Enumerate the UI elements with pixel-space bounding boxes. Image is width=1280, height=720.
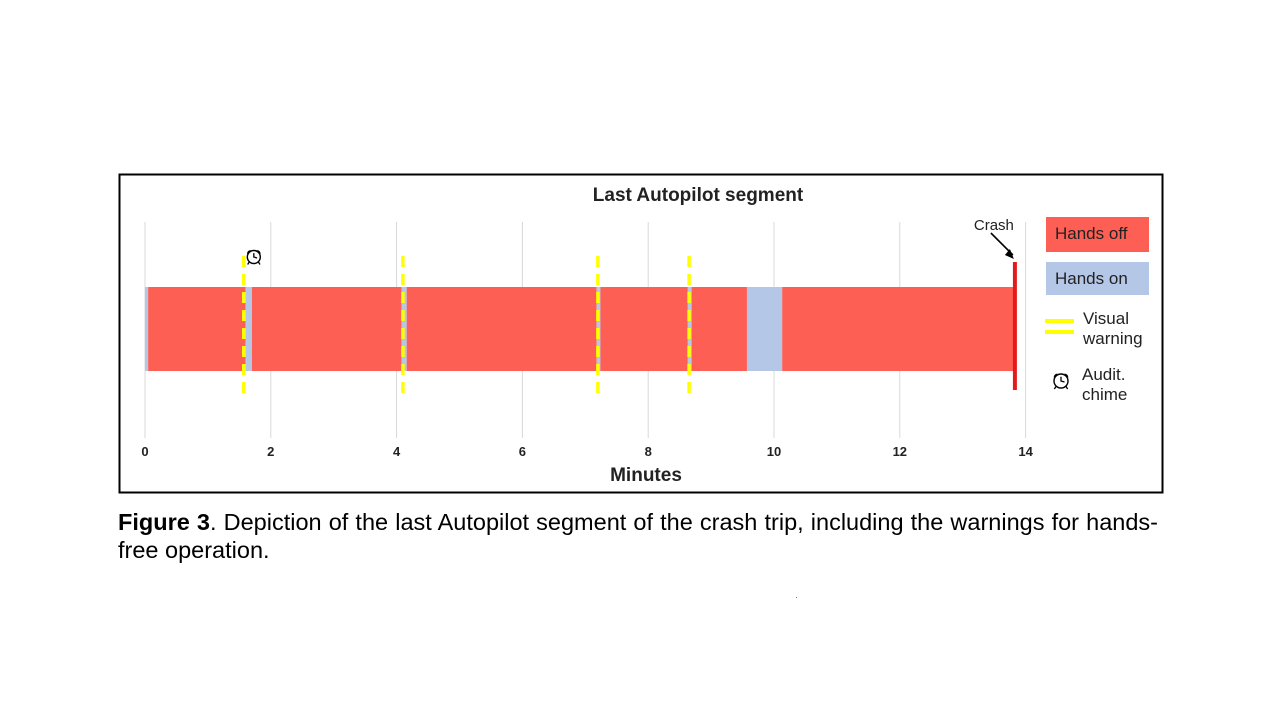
x-tick-label: 10: [767, 444, 781, 459]
legend-swatch-hands-on: [1046, 262, 1149, 295]
legend-label-visual-warning: Visual: [1083, 309, 1129, 328]
clock-bell-left: [246, 250, 251, 255]
figure-caption: Figure 3. Depiction of the last Autopilo…: [118, 508, 1158, 564]
clock-bell-left: [1053, 373, 1058, 378]
hands-off-segment: [148, 287, 246, 371]
chart-title: Last Autopilot segment: [593, 185, 804, 206]
x-tick-label: 0: [141, 444, 148, 459]
x-tick-label: 8: [645, 444, 652, 459]
hands-on-segment: [245, 287, 252, 371]
clock-foot-right: [257, 261, 261, 265]
clock-hands: [253, 253, 258, 259]
figure-label: Figure 3: [118, 509, 210, 535]
legend-label-audible-chime: Audit.: [1082, 365, 1125, 384]
legend-label-audible-chime: chime: [1082, 385, 1127, 404]
hands-off-segment: [691, 287, 747, 371]
x-axis-label: Minutes: [610, 465, 682, 486]
visual-warnings: [242, 256, 691, 396]
clock-hands: [1060, 376, 1065, 383]
crash-marker: Crash: [974, 217, 1017, 390]
clock-bell-right: [256, 250, 261, 255]
alarm-clock-icon: [1053, 373, 1069, 390]
hands-on-segment: [145, 287, 149, 371]
clock-bell-right: [1064, 373, 1069, 378]
x-tick-label: 2: [267, 444, 274, 459]
hands-off-segment: [406, 287, 597, 371]
hands-off-segment: [782, 287, 1014, 371]
figure-caption-text: . Depiction of the last Autopilot segmen…: [118, 509, 1158, 563]
clock-foot-left: [247, 261, 250, 265]
hands-on-segment: [746, 287, 783, 371]
audible-chimes: [246, 249, 262, 265]
hands-off-segment: [600, 287, 688, 371]
clock-foot-left: [1053, 385, 1057, 390]
legend-label-hands-on: Hands on: [1055, 269, 1128, 288]
legend-swatch-hands-off: [1046, 217, 1149, 252]
legend-label-hands-off: Hands off: [1055, 224, 1128, 243]
legend-label-visual-warning: warning: [1082, 329, 1143, 348]
x-tick-label: 6: [519, 444, 526, 459]
chart: Last Autopilot segment Crash 0 2 4 6 8 10 12 14…: [118, 173, 1164, 494]
x-tick-label: 14: [1018, 444, 1033, 459]
alarm-clock-icon: [246, 249, 262, 265]
stray-dot: [796, 597, 797, 598]
x-tick-labels: 0 2 4 6 8 10 12 14: [141, 444, 1033, 459]
hands-off-segment: [251, 287, 402, 371]
clock-foot-right: [1065, 385, 1069, 390]
x-tick-label: 4: [393, 444, 401, 459]
crash-arrowhead: [1004, 249, 1014, 259]
x-tick-label: 12: [893, 444, 907, 459]
crash-label: Crash: [974, 217, 1014, 234]
segments: [145, 287, 1014, 371]
